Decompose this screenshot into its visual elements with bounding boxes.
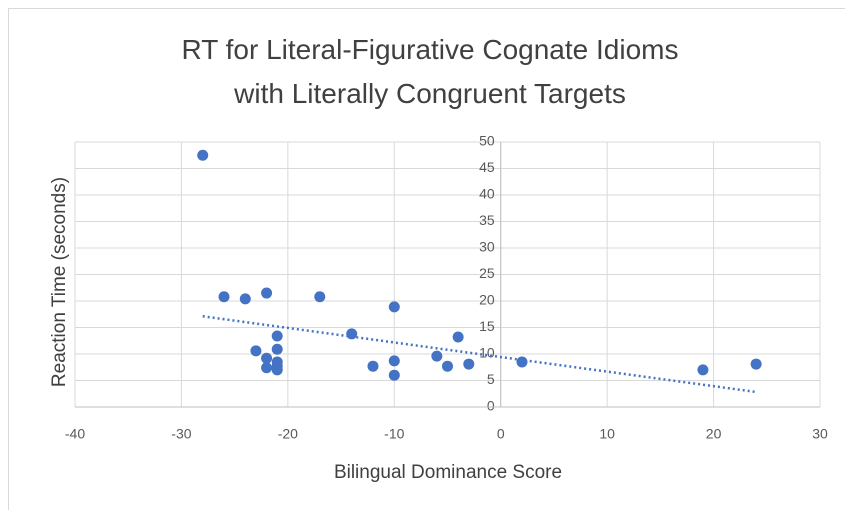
y-tick-label: 20 bbox=[479, 292, 495, 308]
x-tick-label: -30 bbox=[171, 426, 191, 442]
x-tick-label: -40 bbox=[65, 426, 85, 442]
y-tick-label: 35 bbox=[479, 212, 495, 228]
x-axis-title: Bilingual Dominance Score bbox=[334, 462, 562, 483]
x-tick-label: -10 bbox=[384, 426, 404, 442]
point bbox=[697, 364, 709, 376]
x-tick-label: 30 bbox=[812, 426, 828, 442]
point bbox=[261, 352, 273, 364]
y-tick-label: 45 bbox=[479, 159, 495, 175]
trendline bbox=[202, 315, 757, 394]
point bbox=[271, 343, 283, 355]
point bbox=[452, 331, 464, 343]
point bbox=[442, 360, 453, 372]
point bbox=[197, 149, 209, 161]
y-tick-label: 25 bbox=[479, 265, 495, 281]
point bbox=[261, 287, 273, 299]
x-tick-label: 0 bbox=[497, 426, 505, 442]
y-tick-label: 50 bbox=[479, 133, 495, 149]
chart-frame bbox=[8, 8, 845, 510]
y-tick-label: 5 bbox=[487, 371, 495, 387]
point bbox=[463, 358, 475, 370]
point bbox=[388, 301, 400, 313]
y-tick-label: 10 bbox=[479, 345, 495, 361]
y-axis-title: Reaction Time (seconds) bbox=[49, 177, 70, 387]
point bbox=[431, 350, 443, 362]
x-tick-label: -20 bbox=[278, 426, 298, 442]
point bbox=[388, 355, 400, 367]
point bbox=[271, 360, 283, 372]
point bbox=[261, 362, 273, 374]
y-tick-label: 0 bbox=[487, 398, 495, 414]
y-tick-label: 30 bbox=[479, 239, 495, 255]
point bbox=[218, 291, 230, 303]
x-tick-label: 20 bbox=[706, 426, 722, 442]
point bbox=[750, 358, 762, 370]
point bbox=[367, 360, 379, 372]
point bbox=[314, 291, 326, 303]
point bbox=[388, 369, 400, 381]
y-tick-label: 15 bbox=[479, 318, 495, 334]
x-tick-label: 10 bbox=[599, 426, 615, 442]
y-tick-label: 40 bbox=[479, 186, 495, 202]
point bbox=[516, 356, 528, 368]
chart-title: RT for Literal-Figurative Cognate Idioms… bbox=[181, 34, 679, 109]
point bbox=[346, 328, 358, 340]
point bbox=[271, 330, 283, 342]
point bbox=[250, 345, 262, 357]
point bbox=[239, 293, 251, 305]
